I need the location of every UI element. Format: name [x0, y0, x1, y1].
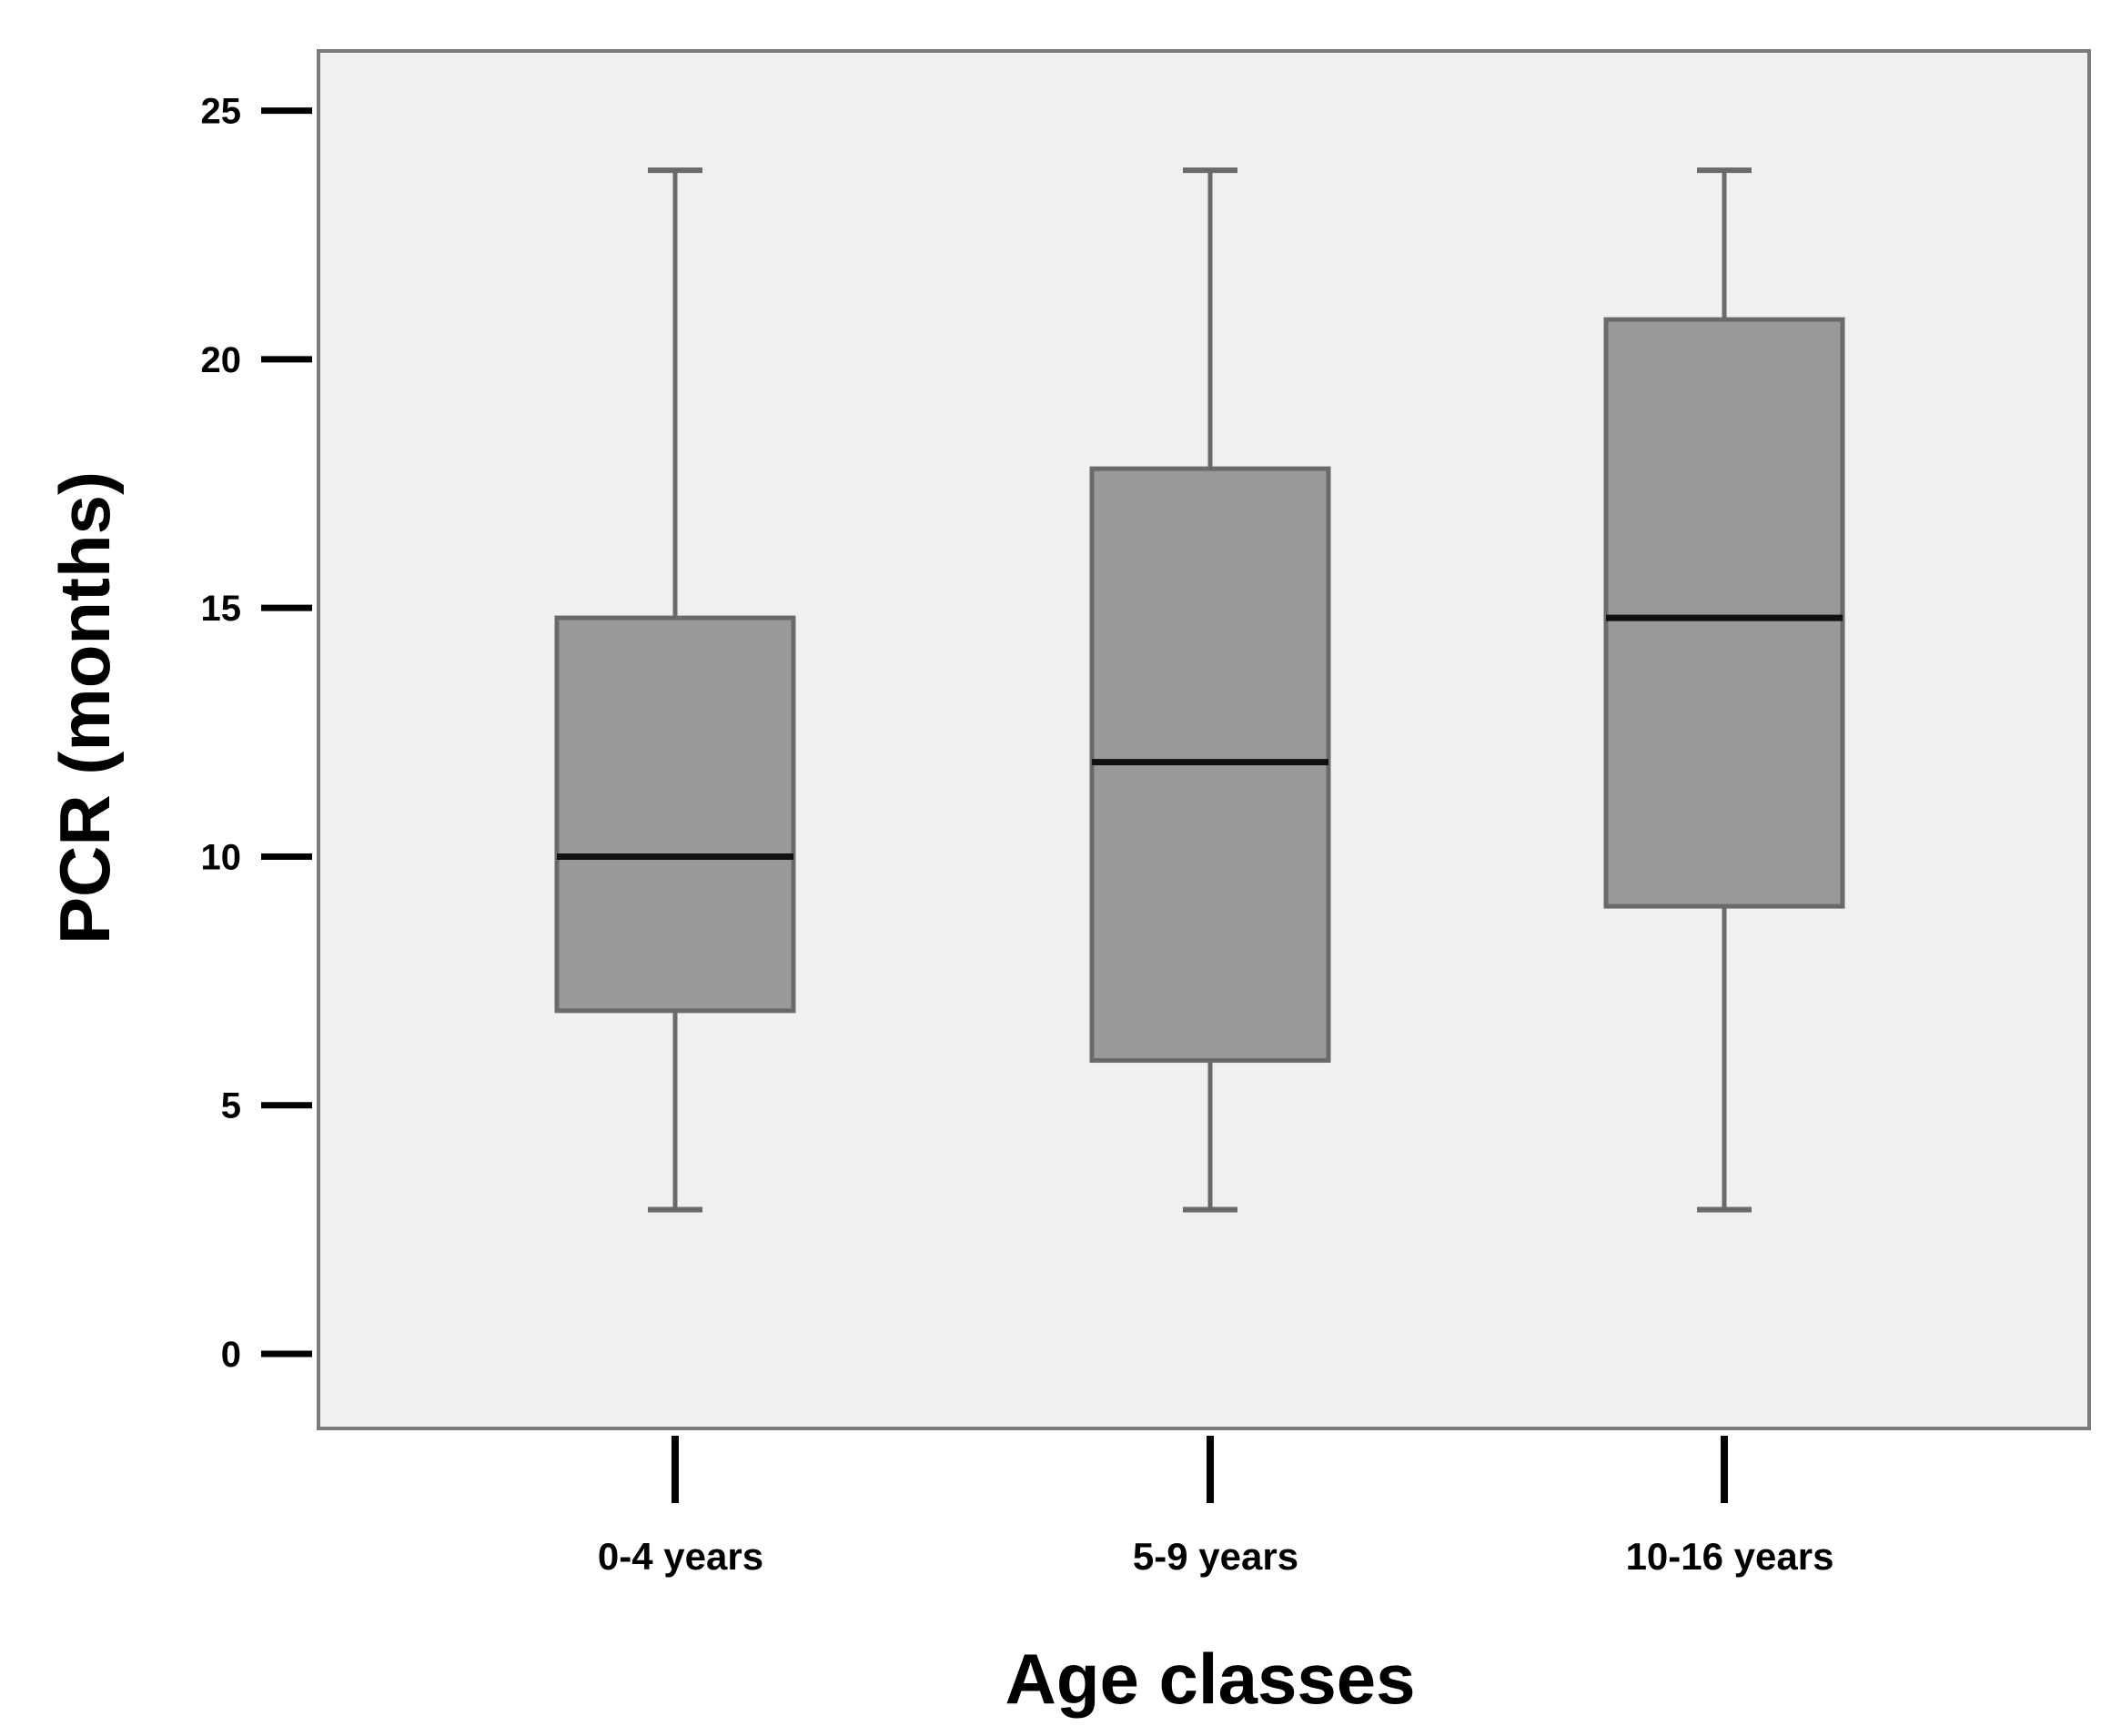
y-tick-label: 25	[201, 92, 242, 132]
x-axis-label: Age classes	[1005, 1639, 1416, 1719]
box-2	[1089, 167, 1331, 1213]
y-tick-label: 10	[201, 837, 242, 877]
y-tick-label: 5	[221, 1086, 241, 1126]
box-1	[554, 167, 796, 1213]
box-3	[1603, 167, 1845, 1213]
y-tick-label: 15	[201, 589, 242, 629]
y-tick-label: 0	[221, 1335, 241, 1375]
x-axis: 0-4 years 5-9 years 10-16 years	[598, 1436, 1834, 1578]
iqr-box	[1603, 317, 1845, 909]
boxes-group	[554, 167, 1845, 1213]
x-tick-label: 10-16 years	[1626, 1535, 1834, 1578]
y-axis: 0 5 10 15 20 25	[201, 92, 312, 1375]
iqr-box	[554, 615, 796, 1014]
y-axis-label: PCR (months)	[45, 471, 125, 944]
x-tick-label: 0-4 years	[598, 1535, 763, 1578]
y-tick-label: 20	[201, 340, 242, 380]
x-tick-label: 5-9 years	[1133, 1535, 1298, 1578]
